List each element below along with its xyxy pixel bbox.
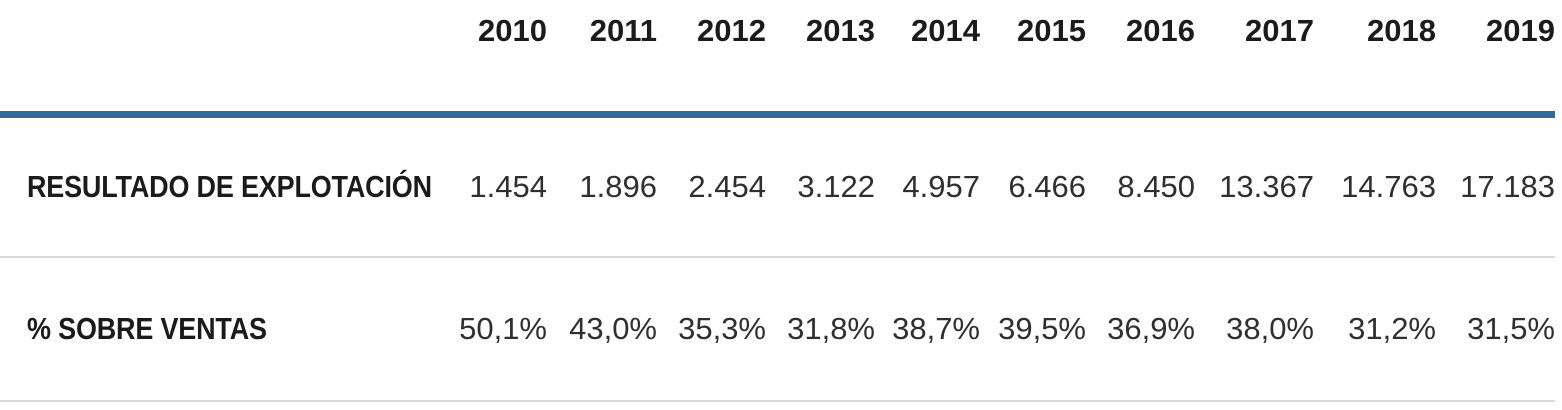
value-cell: 13.367 — [1219, 168, 1314, 204]
value-cell: 31,5% — [1467, 310, 1555, 346]
value-cell: 31,2% — [1348, 310, 1436, 346]
value-cell: 36,9% — [1107, 310, 1195, 346]
year-header: 2011 — [589, 13, 657, 48]
year-header: 2014 — [911, 13, 980, 48]
value-cell: 3.122 — [797, 168, 875, 204]
year-header: 2013 — [806, 13, 875, 48]
row-label: RESULTADO DE EXPLOTACIÓN — [0, 115, 455, 257]
value-cell: 8.450 — [1117, 168, 1195, 204]
row-label: % SOBRE VENTAS — [0, 257, 455, 401]
value-cell: 6.466 — [1008, 168, 1086, 204]
value-cell: 43,0% — [569, 310, 657, 346]
year-header: 2015 — [1017, 13, 1086, 48]
year-header: 2012 — [697, 13, 766, 48]
value-cell: 31,8% — [787, 310, 875, 346]
year-header: 2016 — [1126, 13, 1195, 48]
value-cell: 14.763 — [1341, 168, 1436, 204]
value-cell: 38,0% — [1226, 310, 1314, 346]
row-label-text: RESULTADO DE EXPLOTACIÓN — [27, 168, 432, 204]
year-header: 2017 — [1245, 13, 1314, 48]
table-row-resultado-de-explotacion: RESULTADO DE EXPLOTACIÓN 1.454 1.896 2.4… — [0, 115, 1555, 257]
value-cell: 4.957 — [902, 168, 980, 204]
value-cell: 1.454 — [469, 168, 547, 204]
value-cell: 17.183 — [1460, 168, 1555, 204]
value-cell: 2.454 — [688, 168, 766, 204]
year-header: 2019 — [1486, 13, 1555, 48]
value-cell: 38,7% — [892, 310, 980, 346]
financial-results-table: 2010 2011 2012 2013 2014 2015 2016 2017 … — [0, 0, 1555, 401]
year-header: 2018 — [1367, 13, 1436, 48]
corner-cell — [0, 0, 455, 115]
value-cell: 35,3% — [678, 310, 766, 346]
value-cell: 1.896 — [579, 168, 657, 204]
value-cell: 39,5% — [998, 310, 1086, 346]
year-header: 2010 — [478, 13, 547, 48]
table-header-row: 2010 2011 2012 2013 2014 2015 2016 2017 … — [0, 0, 1555, 115]
row-label-text: % SOBRE VENTAS — [27, 310, 267, 346]
value-cell: 50,1% — [459, 310, 547, 346]
table-row-sobre-ventas: % SOBRE VENTAS 50,1% 43,0% 35,3% 31,8% 3… — [0, 257, 1555, 401]
